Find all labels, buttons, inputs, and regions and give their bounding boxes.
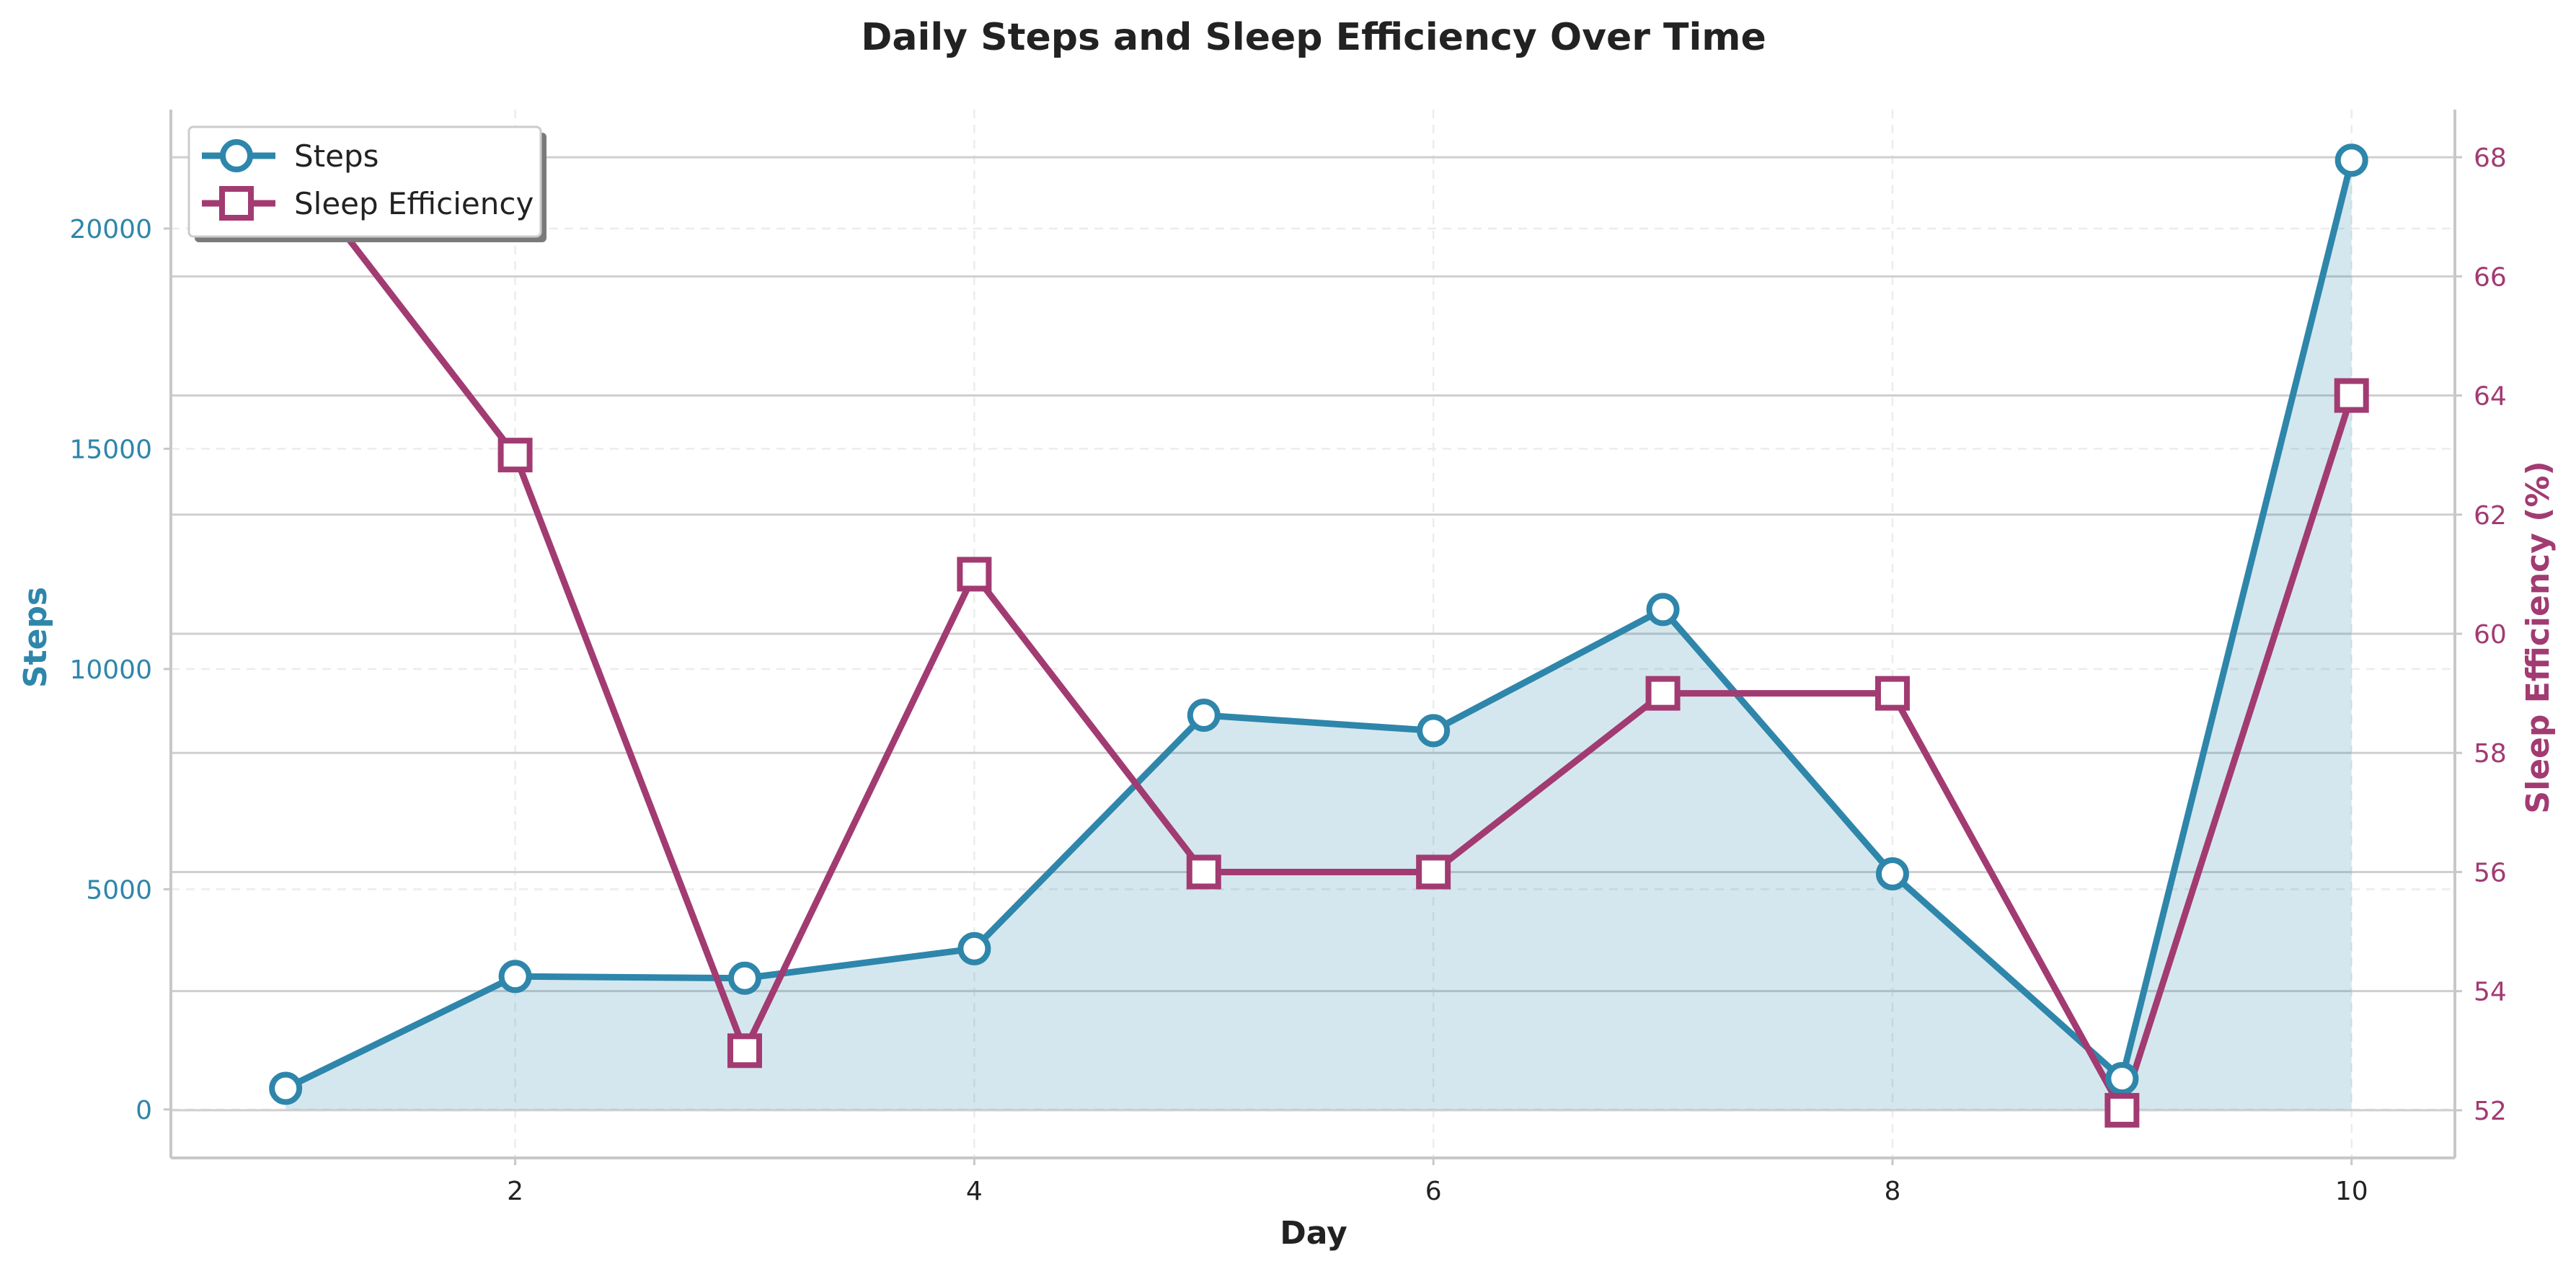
grid-layer [171,110,2455,1158]
steps-point [1417,714,1451,748]
legend-entries [202,139,275,221]
y-tick-label-right: 52 [2474,1097,2507,1126]
y-tick-label-left: 20000 [69,215,152,244]
legend-sleep-efficiency-marker [219,186,254,221]
y-tick-label-left: 5000 [86,875,152,905]
steps-point [1187,699,1221,733]
steps-point [727,961,761,995]
sleep-efficiency-line [282,154,2355,1114]
x-tick-label: 4 [966,1177,983,1206]
steps-point [269,1071,303,1105]
tick-layer: 2 4 6 8 100500010000150002000052545658606264… [69,143,2506,1206]
y-tick-label-right: 64 [2474,382,2507,412]
x-tick-label: 2 [507,1177,523,1206]
legend-label-steps: Steps [294,138,379,174]
steps-point [1875,857,1909,890]
legend-label-sleep-efficiency: Sleep Efficiency [294,186,534,221]
y-tick-label-right: 58 [2474,739,2507,769]
sleep-efficiency-point [2334,378,2369,413]
steps-point [2334,143,2368,177]
x-tick-label: 6 [1425,1177,1442,1206]
steps-point [2105,1062,2139,1096]
legend-box [187,125,542,238]
y-tick-label-right: 66 [2474,262,2507,292]
area-layer [286,160,2352,1110]
sleep-efficiency-point [497,438,533,473]
sleep-efficiency-point [2104,1092,2140,1128]
steps-line [282,156,2355,1092]
x-tick-label: 8 [1884,1177,1900,1206]
sleep-efficiency-point [1875,676,1910,711]
sleep-efficiency-point [1645,676,1681,711]
y-tick-label-right: 68 [2474,143,2507,173]
y-tick-label-left: 15000 [69,435,152,464]
steps-point [1646,593,1680,627]
line-layer [282,154,2355,1114]
y-tick-label-left: 10000 [69,655,152,685]
steps-point [498,960,532,994]
y-tick-label-right: 56 [2474,858,2507,888]
x-axis-label: Day [1280,1215,1347,1252]
y-axis-label-left: Steps [17,587,54,688]
legend-steps-marker [220,139,253,172]
y-axis-label-right: Sleep Efficiency (%) [2520,461,2557,813]
steps-point [957,932,991,965]
sleep-efficiency-point [1186,854,1221,890]
sleep-efficiency-point [957,557,992,592]
chart-title: Daily Steps and Sleep Efficiency Over Ti… [861,16,1766,59]
y-tick-label-right: 62 [2474,501,2507,531]
y-tick-label-right: 54 [2474,978,2507,1007]
y-tick-label-right: 60 [2474,620,2507,650]
x-tick-label: 10 [2335,1177,2368,1206]
steps-area [286,160,2352,1110]
legend: Steps Sleep Efficiency [187,125,546,242]
y-tick-label-left: 0 [136,1096,152,1125]
sleep-efficiency-point [727,1033,762,1069]
sleep-efficiency-point [1416,854,1451,890]
